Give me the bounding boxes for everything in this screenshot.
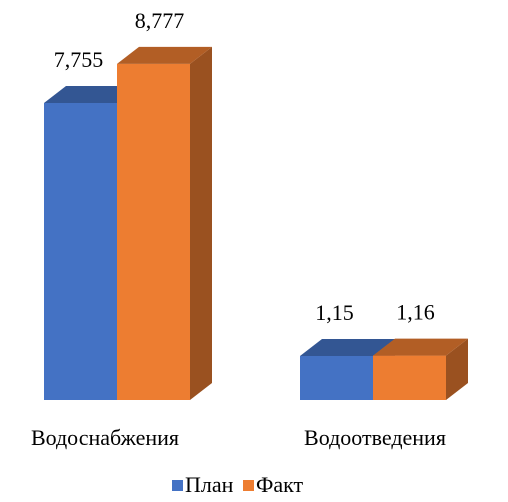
bar-top (44, 85, 139, 103)
x-tick-label: Водоотведения (304, 425, 446, 450)
value-label: 1,16 (396, 300, 435, 325)
bar-side (446, 338, 468, 400)
bar (117, 63, 190, 400)
bar-top (373, 338, 468, 356)
bar-top (300, 338, 395, 356)
legend-swatch (243, 480, 254, 491)
value-label: 7,755 (54, 47, 104, 72)
bar-top (117, 46, 212, 64)
bar (373, 355, 446, 400)
legend-label: Факт (256, 472, 304, 497)
x-tick-label: Водоснабжения (31, 425, 179, 450)
legend-label: План (185, 472, 234, 497)
bar (300, 355, 373, 400)
value-label: 1,15 (315, 300, 354, 325)
bar (44, 102, 117, 401)
bar-side (190, 46, 212, 400)
value-label: 8,777 (135, 8, 185, 33)
legend-swatch (172, 480, 183, 491)
